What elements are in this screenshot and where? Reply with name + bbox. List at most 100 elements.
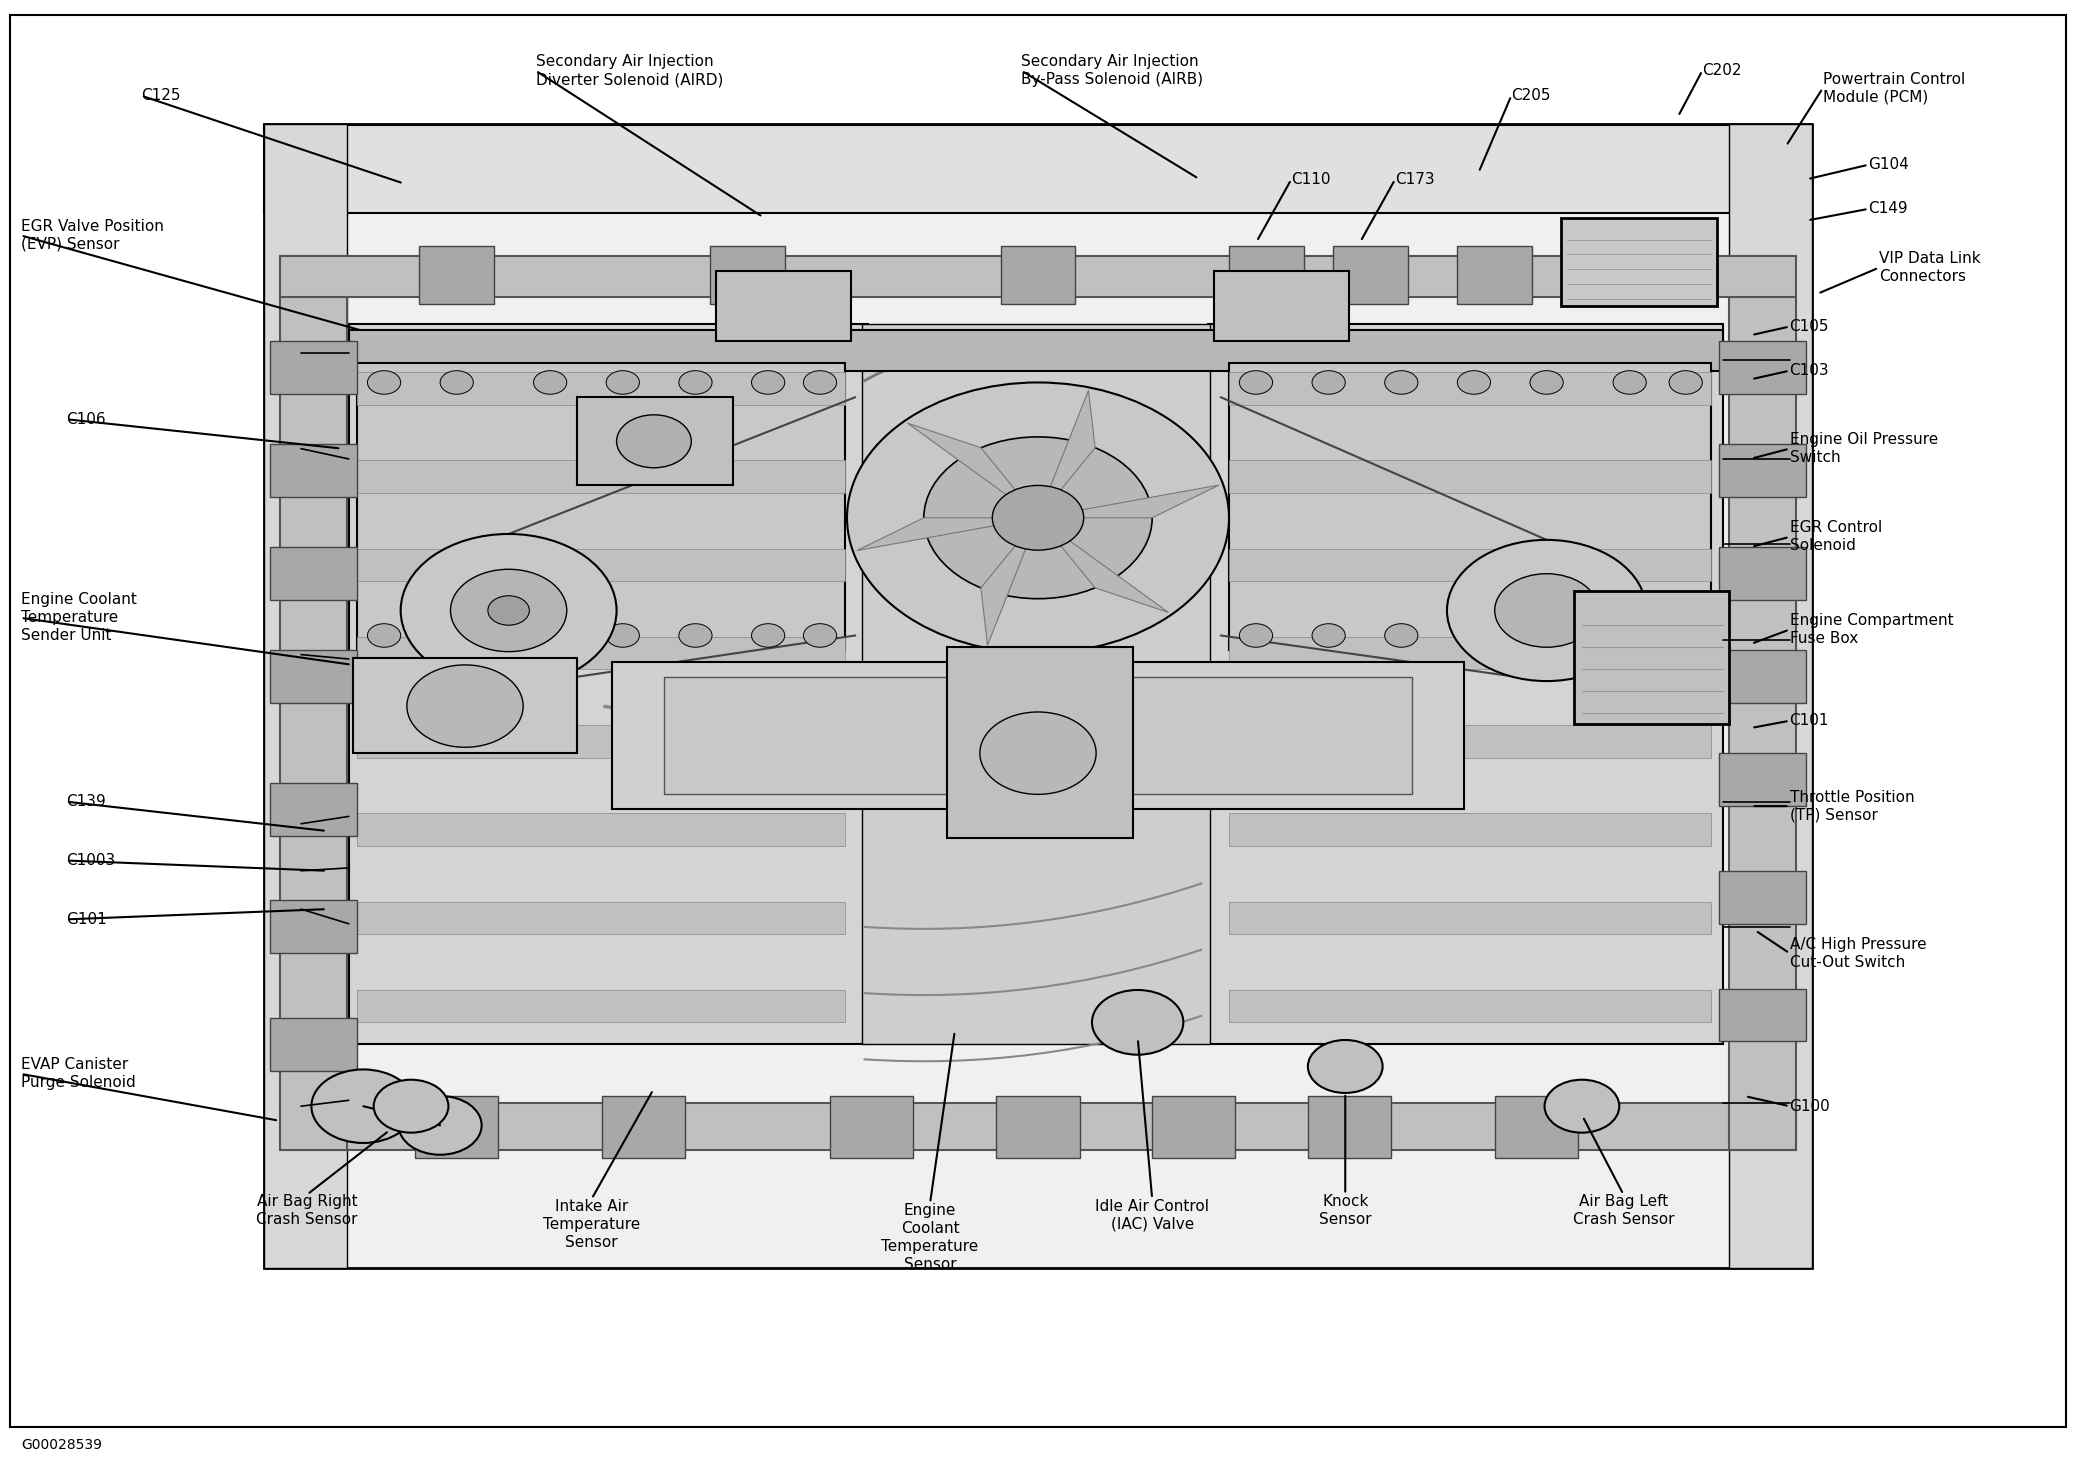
Text: Engine
Coolant
Temperature
Sensor: Engine Coolant Temperature Sensor xyxy=(882,1203,978,1272)
Circle shape xyxy=(407,665,523,747)
Bar xyxy=(1719,547,1806,600)
Circle shape xyxy=(1092,990,1183,1055)
Circle shape xyxy=(1385,371,1418,394)
Bar xyxy=(357,363,845,650)
Circle shape xyxy=(1385,624,1418,647)
Bar xyxy=(1719,753,1806,806)
Bar xyxy=(357,549,845,581)
Text: Intake Air
Temperature
Sensor: Intake Air Temperature Sensor xyxy=(544,1199,639,1250)
Bar xyxy=(1719,650,1806,703)
Bar xyxy=(349,330,1723,371)
Bar xyxy=(577,397,733,485)
Circle shape xyxy=(1447,540,1646,681)
Bar xyxy=(1229,902,1711,934)
Bar xyxy=(1214,271,1349,341)
Bar xyxy=(1333,246,1408,304)
Text: Powertrain Control
Module (PCM): Powertrain Control Module (PCM) xyxy=(1823,72,1966,104)
Bar xyxy=(1152,1096,1235,1158)
Bar xyxy=(264,124,1812,1268)
Bar xyxy=(862,324,1210,1044)
Text: Engine Coolant
Temperature
Sender Unit: Engine Coolant Temperature Sender Unit xyxy=(21,593,137,643)
Text: Engine Oil Pressure
Switch: Engine Oil Pressure Switch xyxy=(1790,432,1937,465)
Circle shape xyxy=(367,624,401,647)
Circle shape xyxy=(1613,624,1646,647)
Circle shape xyxy=(1457,371,1491,394)
Circle shape xyxy=(803,371,837,394)
Polygon shape xyxy=(1038,390,1096,518)
Bar xyxy=(1229,246,1304,304)
Circle shape xyxy=(399,1096,482,1155)
Bar xyxy=(353,658,577,753)
Text: A/C High Pressure
Cut-Out Switch: A/C High Pressure Cut-Out Switch xyxy=(1790,937,1927,969)
Circle shape xyxy=(1312,624,1345,647)
Bar xyxy=(1719,871,1806,924)
Text: G101: G101 xyxy=(66,912,108,927)
Circle shape xyxy=(1669,371,1702,394)
Circle shape xyxy=(401,534,617,687)
Bar xyxy=(264,125,1812,213)
Bar xyxy=(1229,549,1711,581)
Circle shape xyxy=(534,624,567,647)
Bar xyxy=(1729,297,1796,1150)
Bar xyxy=(1229,637,1711,669)
Bar xyxy=(270,341,357,394)
Circle shape xyxy=(440,624,473,647)
Circle shape xyxy=(1308,1040,1383,1093)
Circle shape xyxy=(992,485,1084,550)
Bar xyxy=(280,256,1796,297)
Bar xyxy=(280,1103,1796,1150)
Polygon shape xyxy=(907,424,1038,518)
Circle shape xyxy=(679,371,712,394)
Bar xyxy=(1719,444,1806,497)
Text: Engine Compartment
Fuse Box: Engine Compartment Fuse Box xyxy=(1790,613,1954,646)
Bar xyxy=(1229,372,1711,405)
Text: VIP Data Link
Connectors: VIP Data Link Connectors xyxy=(1879,252,1981,284)
Bar xyxy=(415,1096,498,1158)
Text: Secondary Air Injection
By-Pass Solenoid (AIRB): Secondary Air Injection By-Pass Solenoid… xyxy=(1021,54,1204,87)
Circle shape xyxy=(1495,574,1599,647)
Bar xyxy=(270,444,357,497)
Polygon shape xyxy=(1038,518,1169,612)
Circle shape xyxy=(617,415,691,468)
Bar xyxy=(1001,246,1075,304)
Bar xyxy=(710,246,785,304)
Circle shape xyxy=(1312,371,1345,394)
Bar xyxy=(1229,813,1711,846)
Bar xyxy=(357,813,845,846)
Circle shape xyxy=(1545,1080,1619,1133)
Text: C101: C101 xyxy=(1790,713,1829,728)
Circle shape xyxy=(1530,371,1563,394)
Text: EGR Valve Position
(EVP) Sensor: EGR Valve Position (EVP) Sensor xyxy=(21,219,164,252)
Polygon shape xyxy=(1038,485,1219,518)
Bar xyxy=(264,124,347,1268)
Bar xyxy=(1229,460,1711,493)
Bar xyxy=(1561,218,1717,306)
Text: C1003: C1003 xyxy=(66,853,116,868)
Bar xyxy=(357,902,845,934)
Circle shape xyxy=(1613,371,1646,394)
Text: C103: C103 xyxy=(1790,363,1829,378)
Bar xyxy=(270,1018,357,1071)
Bar xyxy=(1457,246,1532,304)
Text: C149: C149 xyxy=(1868,202,1908,216)
Circle shape xyxy=(1239,371,1273,394)
Bar xyxy=(349,324,868,1044)
Bar xyxy=(270,547,357,600)
Circle shape xyxy=(980,712,1096,794)
Bar xyxy=(612,662,1464,809)
Bar xyxy=(1308,1096,1391,1158)
Circle shape xyxy=(924,437,1152,599)
Text: C125: C125 xyxy=(141,88,181,103)
Circle shape xyxy=(1669,624,1702,647)
Text: EGR Control
Solenoid: EGR Control Solenoid xyxy=(1790,521,1881,553)
Bar xyxy=(357,372,845,405)
Circle shape xyxy=(311,1069,415,1143)
Bar xyxy=(419,246,494,304)
Text: G100: G100 xyxy=(1790,1099,1831,1114)
Text: Air Bag Right
Crash Sensor: Air Bag Right Crash Sensor xyxy=(257,1194,357,1227)
Text: C105: C105 xyxy=(1790,319,1829,334)
Text: C205: C205 xyxy=(1511,88,1551,103)
Text: G00028539: G00028539 xyxy=(21,1437,102,1452)
Circle shape xyxy=(847,382,1229,653)
Circle shape xyxy=(752,371,785,394)
